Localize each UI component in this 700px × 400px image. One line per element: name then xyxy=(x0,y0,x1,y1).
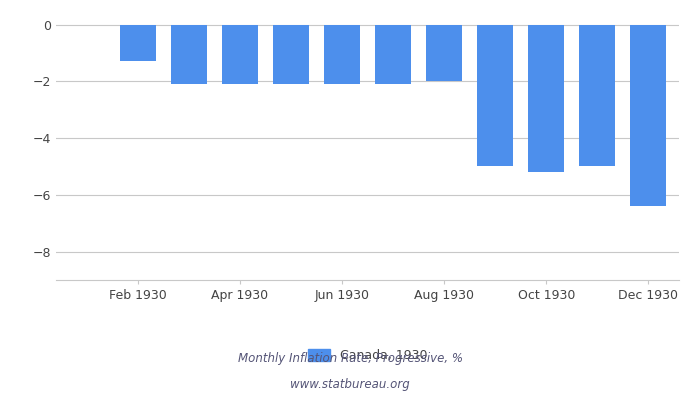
Text: Monthly Inflation Rate, Progressive, %: Monthly Inflation Rate, Progressive, % xyxy=(237,352,463,365)
Bar xyxy=(324,24,360,84)
Bar xyxy=(120,24,155,62)
Bar xyxy=(580,24,615,166)
Legend: Canada, 1930: Canada, 1930 xyxy=(302,344,433,367)
Text: www.statbureau.org: www.statbureau.org xyxy=(290,378,410,391)
Bar xyxy=(375,24,411,84)
Bar xyxy=(528,24,564,172)
Bar xyxy=(171,24,206,84)
Bar xyxy=(222,24,258,84)
Bar xyxy=(477,24,513,166)
Bar xyxy=(426,24,462,81)
Bar xyxy=(631,24,666,206)
Bar xyxy=(273,24,309,84)
